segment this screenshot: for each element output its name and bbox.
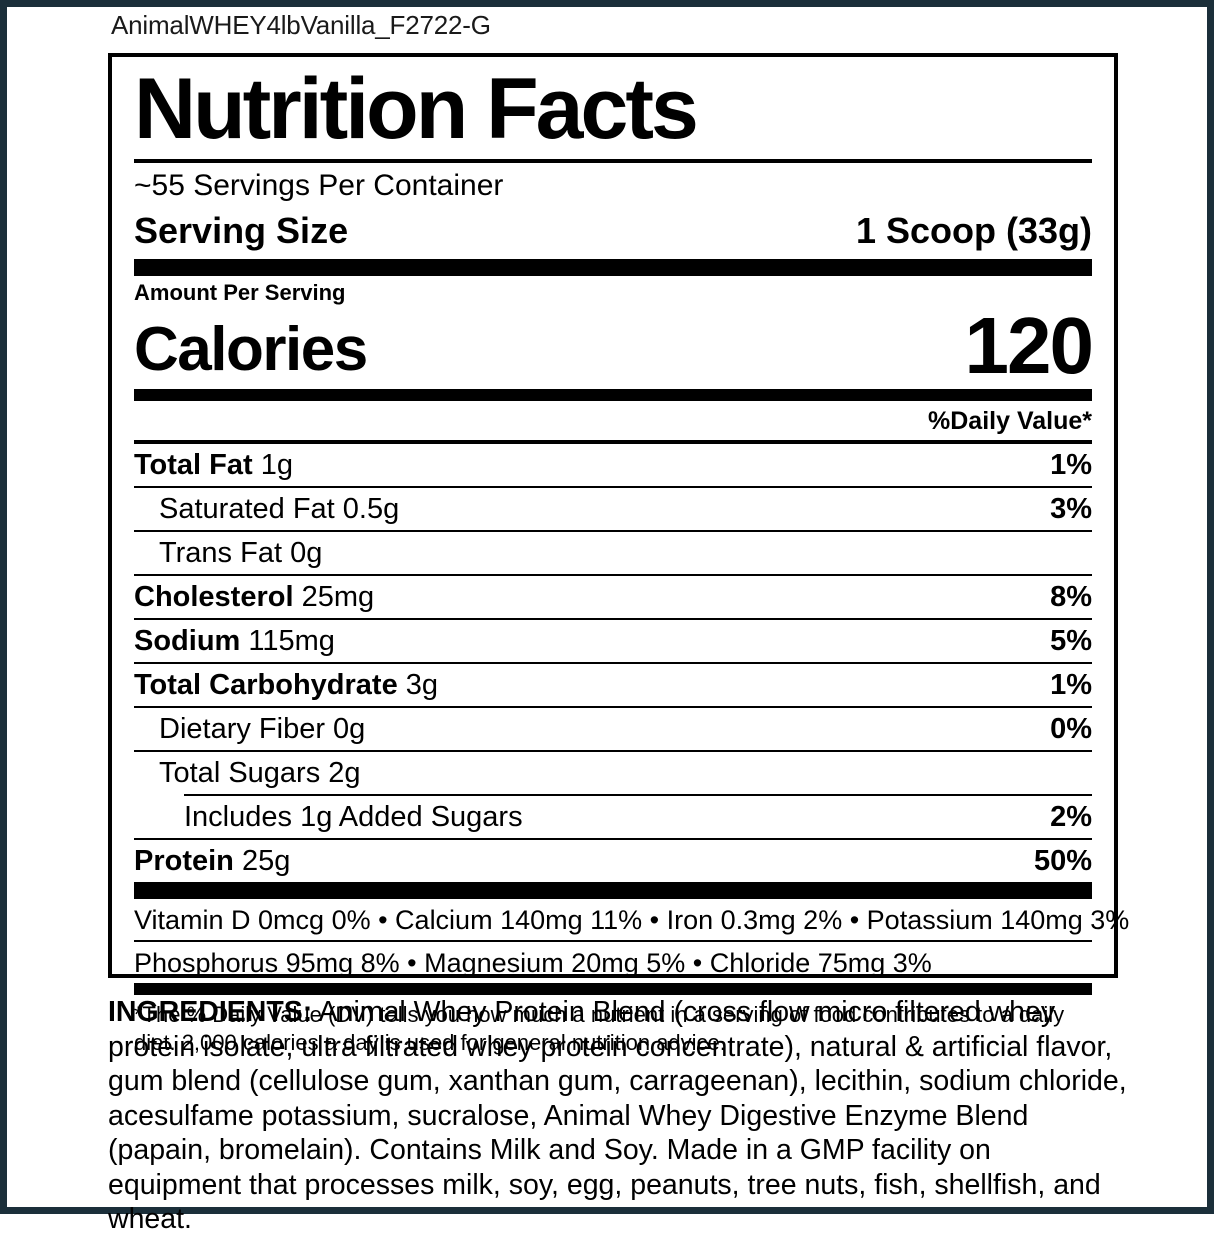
nutrient-name: Includes 1g Added Sugars: [184, 801, 523, 833]
ingredients-block: INGREDIENTS: Animal Whey Protein Blend (…: [108, 995, 1130, 1237]
daily-value-footnote: *The % Daily Value (DV) tells you how mu…: [134, 1002, 1065, 1055]
nutrient-name: Total Fat 1g: [134, 449, 294, 481]
rule-under-dv-header: [134, 440, 1092, 444]
nutrient-name: Saturated Fat 0.5g: [159, 493, 400, 525]
nutrient-rows: Total Fat 1g 1% Saturated Fat 0.5g 3% Trans …: [134, 444, 1092, 882]
micronutrient-line-2: Phosphorus 95mg 8% • Magnesium 20mg 5% •…: [134, 948, 932, 978]
serving-size-row: Serving Size 1 Scoop (33g): [134, 207, 1092, 259]
nutrient-daily-value: 0%: [1050, 713, 1092, 745]
thick-rule-under-calories: [134, 389, 1092, 401]
serving-size-label: Serving Size: [134, 210, 349, 251]
nutrient-row-divider: [134, 750, 1092, 752]
micronutrient-line-1: Vitamin D 0mcg 0% • Calcium 140mg 11% • …: [134, 905, 1130, 935]
daily-value-header: %Daily Value*: [928, 407, 1092, 435]
file-name-caption: AnimalWHEY4lbVanilla_F2722-G: [111, 10, 491, 40]
nutrient-name: Total Sugars 2g: [159, 757, 361, 789]
nutrient-row: Dietary Fiber 0g 0%: [134, 708, 1092, 750]
nutrient-row-divider: [134, 486, 1092, 488]
nutrient-name: Total Carbohydrate 3g: [134, 669, 439, 701]
nutrient-row: Saturated Fat 0.5g 3%: [134, 488, 1092, 530]
calories-value: 120: [964, 301, 1094, 390]
calories-label: Calories: [134, 315, 368, 384]
nutrient-daily-value: 1%: [1050, 669, 1092, 701]
rule-between-micro-lines: [134, 940, 1092, 942]
nutrient-row-divider: [134, 706, 1092, 708]
nutrient-row: Sodium 115mg 5%: [134, 620, 1092, 662]
rule-under-title: [134, 159, 1092, 163]
nutrient-row: Includes 1g Added Sugars 2%: [134, 796, 1092, 838]
nutrient-name: Trans Fat 0g: [159, 537, 323, 569]
nutrient-row: Protein 25g 50%: [134, 840, 1092, 882]
nutrient-row-divider: [134, 530, 1092, 532]
calories-row: Calories 120: [134, 301, 1094, 390]
nutrient-name: Dietary Fiber 0g: [159, 713, 366, 745]
thick-rule-under-micronutrients: [134, 983, 1092, 995]
nutrient-daily-value: 50%: [1033, 845, 1092, 877]
thick-rule-above-calories: [134, 259, 1092, 276]
nutrition-facts-title: Nutrition Facts: [134, 61, 699, 157]
amount-per-serving-label: Amount Per Serving: [134, 280, 346, 305]
nutrient-daily-value: 5%: [1050, 625, 1092, 657]
serving-size-value: 1 Scoop (33g): [855, 210, 1092, 251]
servings-per-container: ~55 Servings Per Container: [134, 169, 504, 202]
nutrient-row-divider: [134, 574, 1092, 576]
nutrient-row: Total Sugars 2g: [134, 752, 1092, 794]
nutrient-row: Cholesterol 25mg 8%: [134, 576, 1092, 618]
nutrient-row: Trans Fat 0g: [134, 532, 1092, 574]
nutrient-row-divider: [184, 794, 1092, 796]
nutrient-name: Sodium 115mg: [134, 625, 335, 657]
nutrient-row-divider: [134, 618, 1092, 620]
nutrient-daily-value: 2%: [1050, 801, 1092, 833]
nutrient-row: Total Fat 1g 1%: [134, 444, 1092, 486]
nutrient-name: Cholesterol 25mg: [134, 581, 375, 613]
nutrient-daily-value: 1%: [1050, 449, 1092, 481]
ingredients-heading: INGREDIENTS:: [108, 996, 313, 1028]
nutrient-daily-value: 8%: [1050, 581, 1092, 613]
label-canvas: AnimalWHEY4lbVanilla_F2722-G Nutrition F…: [7, 7, 1207, 1235]
nutrition-facts-panel: Nutrition Facts ~55 Servings Per Contain…: [108, 53, 1130, 1055]
nutrient-daily-value: 3%: [1050, 493, 1092, 525]
nutrient-row: Total Carbohydrate 3g 1%: [134, 664, 1092, 706]
nutrient-row-divider: [134, 662, 1092, 664]
nutrient-row-divider: [134, 838, 1092, 840]
nutrient-name: Protein 25g: [134, 845, 291, 877]
ingredients-text: Animal Whey Protein Blend (cross flow mi…: [108, 996, 1127, 1235]
thick-rule-under-protein: [134, 882, 1092, 899]
